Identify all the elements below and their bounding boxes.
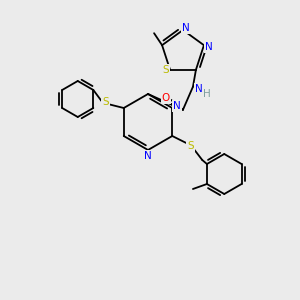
Text: N: N — [173, 101, 181, 111]
Text: S: S — [163, 65, 169, 75]
Text: O: O — [162, 93, 170, 103]
Text: N: N — [144, 151, 152, 161]
Text: N: N — [182, 23, 190, 33]
Text: N: N — [195, 84, 203, 94]
Text: S: S — [102, 97, 109, 107]
Text: H: H — [203, 89, 211, 99]
Text: S: S — [187, 141, 194, 151]
Text: N: N — [205, 42, 213, 52]
